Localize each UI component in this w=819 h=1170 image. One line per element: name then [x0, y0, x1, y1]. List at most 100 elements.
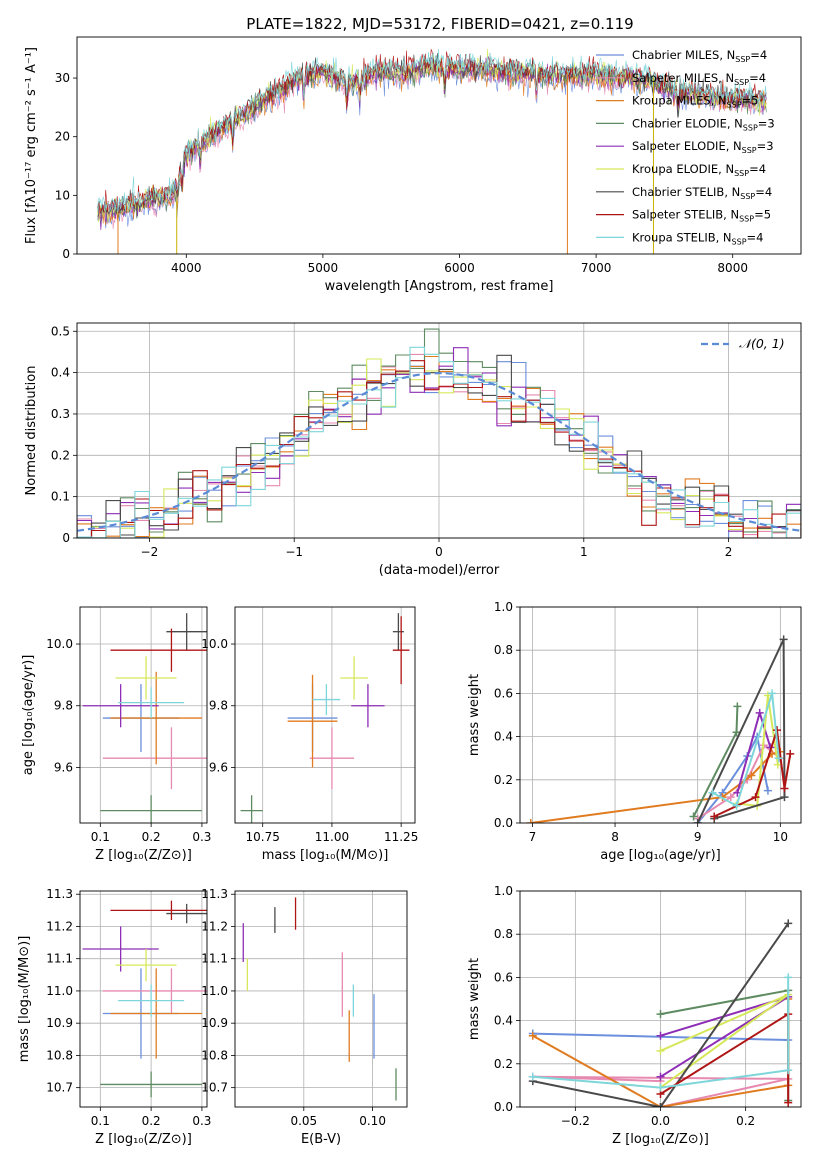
mass_vs_Z-ylabel: mass [log₁₀(M/M⊙)] — [17, 936, 32, 1063]
y-tick-label: 0 — [62, 247, 70, 261]
y-tick-label: 10.7 — [46, 1081, 73, 1095]
y-tick-label: 20 — [55, 130, 70, 144]
y-tick-label: 0.1 — [51, 490, 70, 504]
x-tick-label: 8 — [611, 830, 619, 844]
y-tick-label: 0.4 — [51, 366, 70, 380]
age_vs_mass-axes: 10.75 11.00 11.25 9.6 9.8 10.0 mass [log₁₀(M/M… — [201, 607, 418, 863]
y-tick-label: 0.0 — [494, 816, 513, 830]
age_vs_mass-xlabel: mass [log₁₀(M/M⊙)] — [262, 848, 389, 863]
weight-line-6 — [532, 922, 790, 1107]
residuals-ylabel: Normed distribution — [24, 366, 39, 496]
legend-entry: Salpeter MILES, NSSP=4 — [632, 71, 766, 87]
x-tick-label: 7000 — [581, 261, 612, 275]
y-tick-label: 10.7 — [201, 1081, 228, 1095]
y-tick-label: 11.0 — [46, 984, 73, 998]
weight-line-8 — [532, 977, 790, 1089]
weight-marker — [733, 702, 742, 711]
legend-entry: Chabrier ELODIE, NSSP=3 — [632, 116, 775, 132]
weight_vs_Z-ylabel: mass weight — [467, 958, 482, 1040]
y-tick-label: 0.0 — [494, 1100, 513, 1114]
y-tick-label: 11.1 — [201, 952, 228, 966]
weight-marker — [528, 1031, 537, 1040]
x-tick-label: 0.3 — [192, 830, 211, 844]
x-tick-label: 0.3 — [192, 1114, 211, 1128]
x-tick-label: 0.1 — [91, 1114, 110, 1128]
x-tick-label: 4000 — [171, 261, 202, 275]
x-tick-label: 9 — [694, 830, 702, 844]
age_vs_Z-axes: 0.1 0.2 0.3 9.6 9.8 10.0 Z [log₁₀(Z/Z⊙)] age [l… — [21, 607, 211, 863]
y-tick-label: 0.5 — [51, 324, 70, 338]
residuals-frame — [76, 322, 802, 539]
weight-marker — [528, 1072, 537, 1081]
weight-marker — [689, 812, 698, 821]
weight-marker — [774, 754, 783, 763]
weight-marker — [784, 1098, 793, 1107]
x-tick-label: −1 — [285, 545, 303, 559]
weight_vs_Z-axes: −0.2 0.0 0.2 0.0 0.2 0.4 0.6 0.8 1.0 Z [log₁₀(Z/Z… — [467, 884, 801, 1147]
y-tick-label: 11.3 — [201, 887, 228, 901]
legend-entry: Salpeter STELIB, NSSP=5 — [632, 208, 771, 224]
spectrum-axes: 4000 5000 6000 7000 8000 0 10 20 30 wavelength [A… — [24, 47, 748, 294]
legend-entry: Kroupa MILES, NSSP=5 — [632, 94, 758, 110]
weight-marker — [732, 801, 741, 810]
spectrum-xlabel: wavelength [Angstrom, rest frame] — [325, 279, 554, 294]
weight-marker — [786, 749, 795, 758]
y-tick-label: 0.8 — [494, 927, 513, 941]
weight-line-5 — [737, 695, 779, 807]
mass_vs_Z-frame — [79, 890, 208, 1108]
weight_vs_age-ylabel: mass weight — [467, 674, 482, 756]
mass_vs_ebv-xlabel: E(B-V) — [301, 1132, 341, 1147]
weight-marker — [779, 635, 788, 644]
weight-marker — [747, 771, 756, 780]
x-tick-label: 8000 — [717, 261, 748, 275]
residuals-axes: −2 −1 0 1 2 0 0.1 0.2 0.3 0.4 0.5 (data-model)/erro… — [24, 323, 801, 578]
spectrum-frame — [76, 36, 802, 255]
y-tick-label: 11.0 — [201, 984, 228, 998]
weight-marker — [656, 1083, 665, 1092]
weight_vs_age-xlabel: age [log₁₀(age/yr)] — [600, 848, 721, 863]
spectrum-line-8 — [97, 48, 767, 213]
weight-marker — [768, 689, 777, 698]
x-tick-label: 1 — [580, 545, 588, 559]
weight-marker — [693, 819, 702, 823]
x-tick-label: 0 — [435, 545, 443, 559]
mass_vs_Z-axes: 0.1 0.2 0.3 10.7 10.8 10.9 11.0 11.1 11.2 11.3 Z [… — [17, 887, 211, 1147]
legend-entry: 𝒩(0, 1) — [739, 336, 785, 351]
y-tick-label: 9.8 — [54, 699, 73, 713]
y-tick-label: 0.2 — [494, 773, 513, 787]
weight-marker — [784, 919, 793, 928]
y-tick-label: 0.4 — [494, 1014, 513, 1028]
y-tick-label: 11.2 — [201, 919, 228, 933]
age_vs_mass-frame — [234, 606, 416, 824]
y-tick-label: 9.6 — [54, 760, 73, 774]
y-tick-label: 30 — [55, 71, 70, 85]
y-tick-label: 11.1 — [46, 952, 73, 966]
x-tick-label: 0.2 — [142, 1114, 161, 1128]
y-tick-label: 1.0 — [494, 600, 513, 614]
weight-marker — [656, 1046, 665, 1055]
y-tick-label: 10.9 — [201, 1016, 228, 1030]
y-tick-label: 0.3 — [51, 407, 70, 421]
x-tick-label: 0.05 — [290, 1114, 317, 1128]
y-tick-label: 10.0 — [46, 637, 73, 651]
weight-marker — [710, 812, 719, 821]
y-tick-label: 9.6 — [209, 760, 228, 774]
x-tick-label: 0.10 — [359, 1114, 386, 1128]
x-tick-label: 11.25 — [384, 830, 418, 844]
legend-entry: Kroupa STELIB, NSSP=4 — [632, 230, 763, 246]
y-tick-label: 9.8 — [209, 699, 228, 713]
x-tick-label: 11.00 — [315, 830, 349, 844]
weight-marker — [656, 1031, 665, 1040]
y-tick-label: 0.6 — [494, 686, 513, 700]
residuals-xlabel: (data-model)/error — [379, 563, 500, 578]
legend-entry: Kroupa ELODIE, NSSP=4 — [632, 162, 766, 178]
y-tick-label: 11.2 — [46, 919, 73, 933]
y-tick-label: 0.4 — [494, 730, 513, 744]
weight-marker — [755, 708, 764, 717]
weight-marker — [726, 793, 735, 802]
mass_vs_Z-xlabel: Z [log₁₀(Z/Z⊙)] — [95, 1132, 192, 1147]
x-tick-label: 10 — [773, 830, 788, 844]
age_vs_Z-ylabel: age [log₁₀(age/yr)] — [21, 655, 36, 776]
mass_vs_ebv-frame — [234, 890, 408, 1108]
